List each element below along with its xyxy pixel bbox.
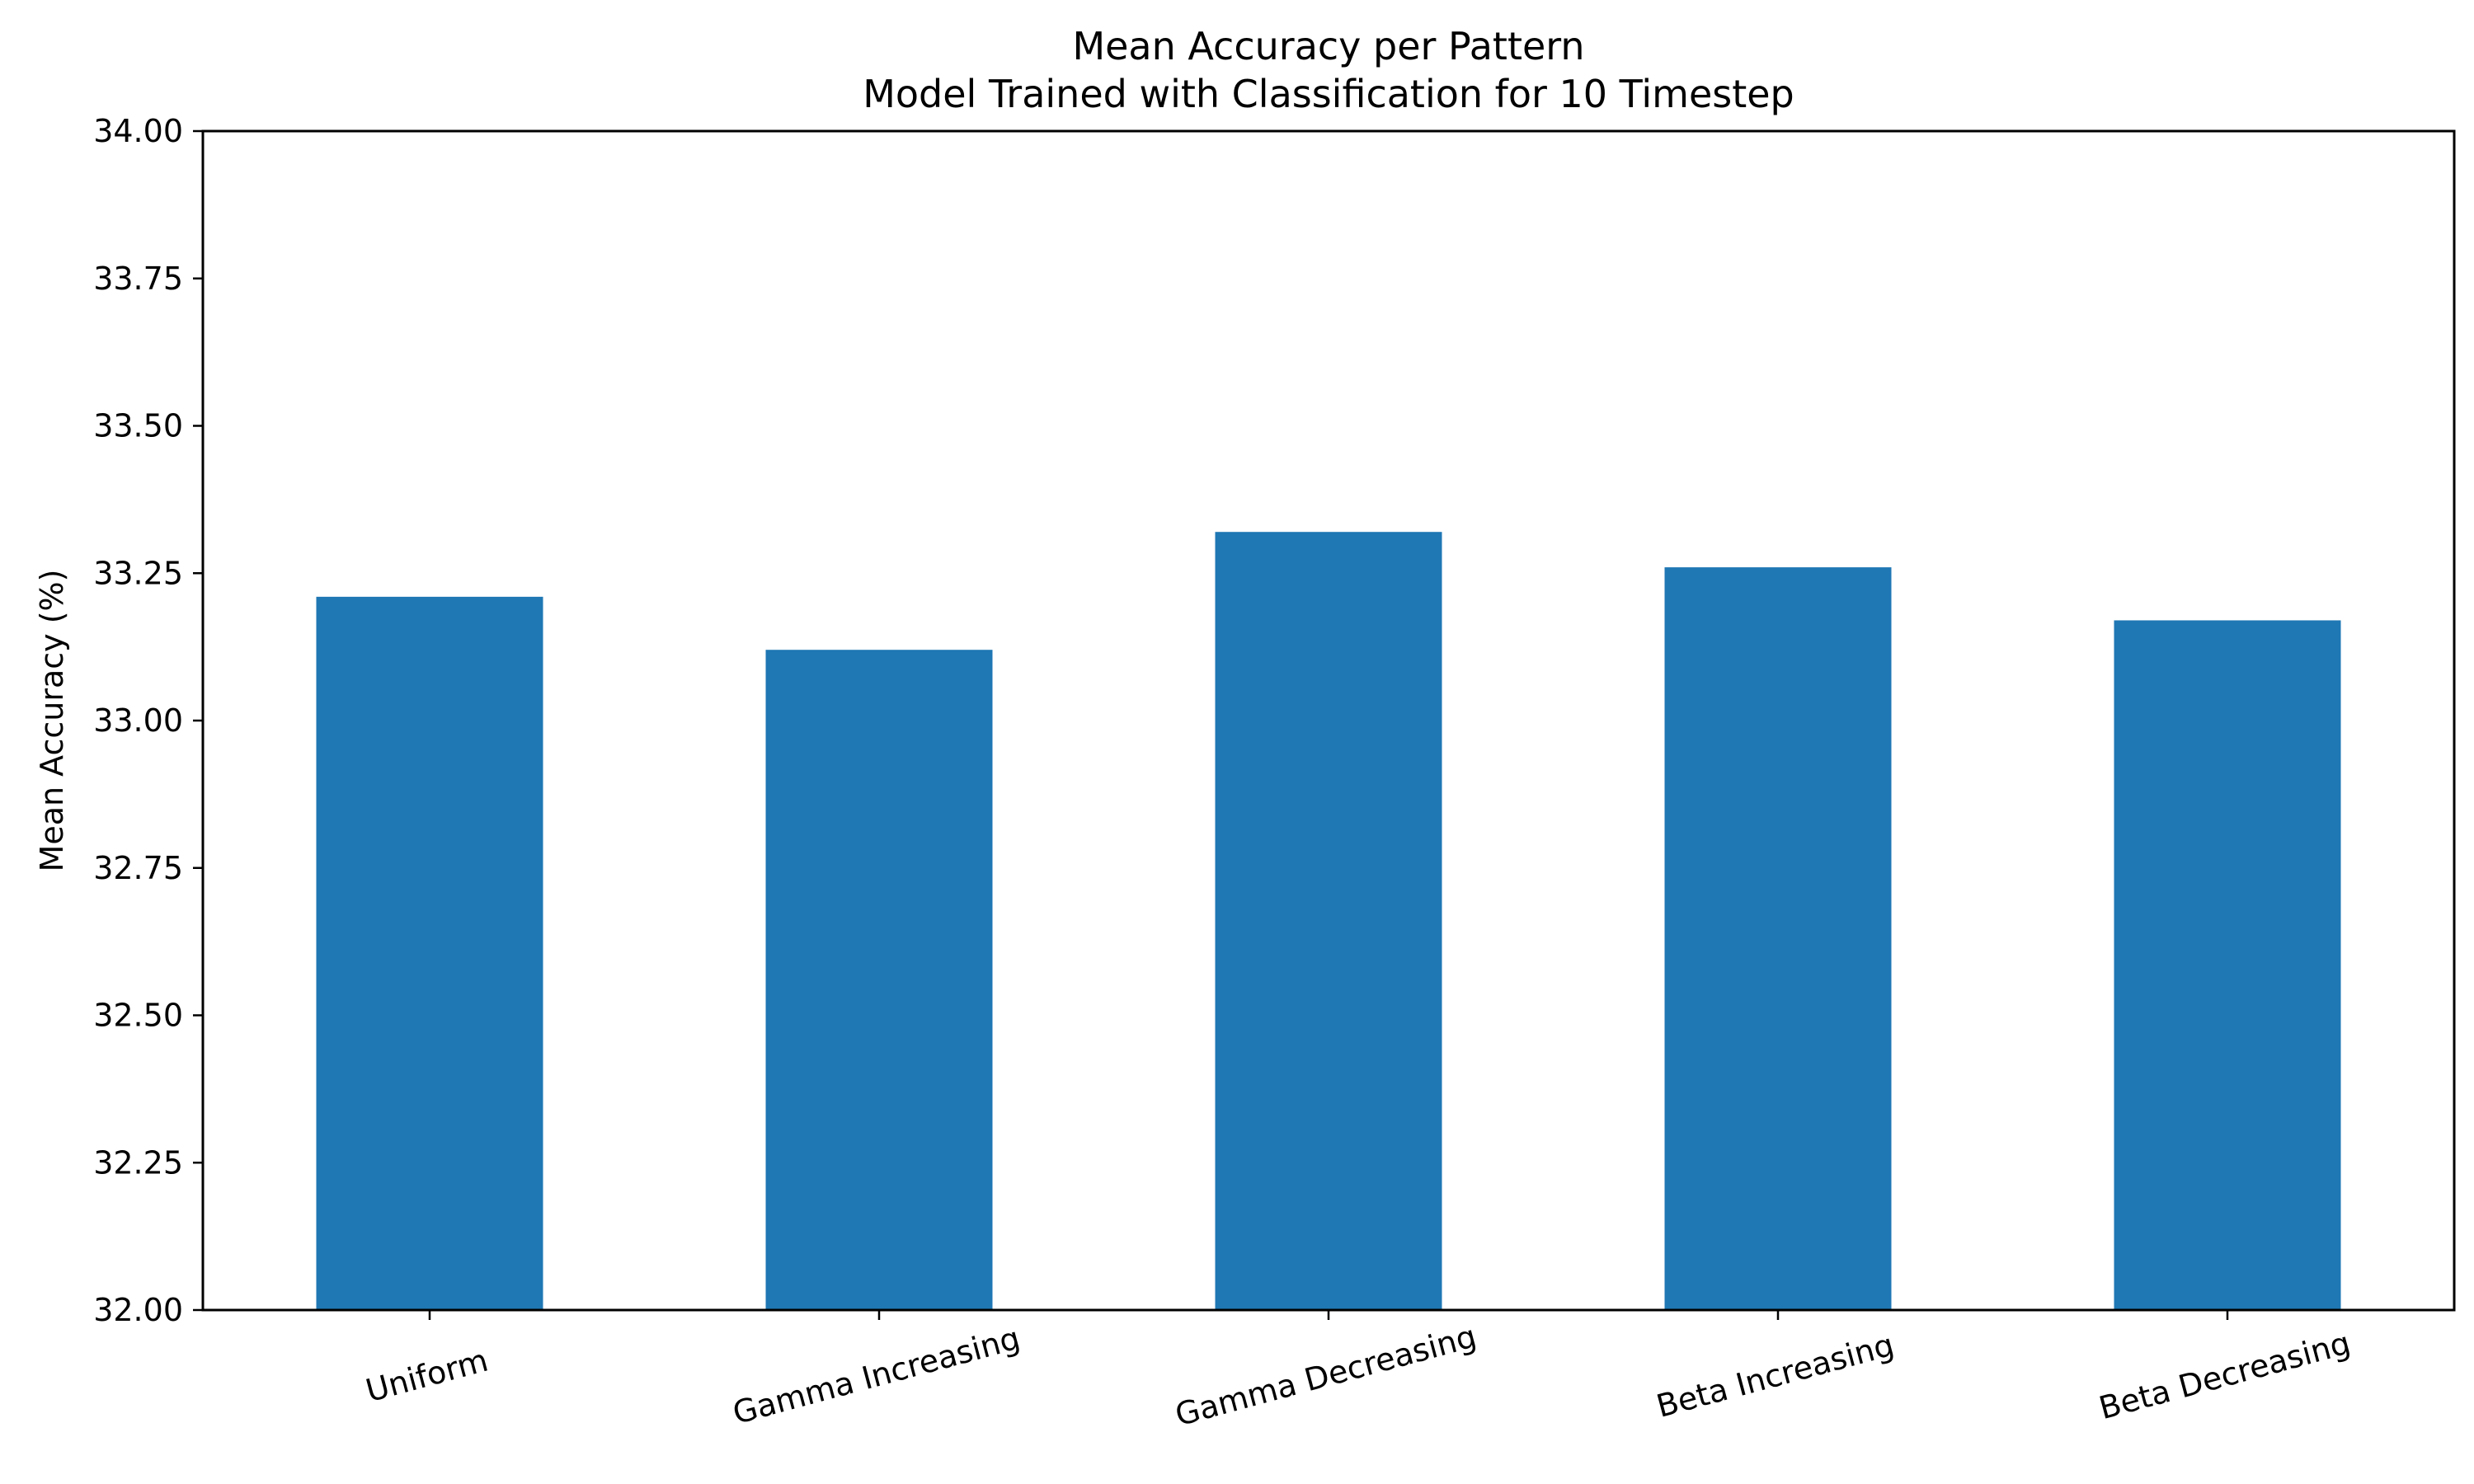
- bar-beta-increasing: [1664, 567, 1892, 1310]
- chart-title: Mean Accuracy per Pattern: [1072, 24, 1584, 68]
- y-tick-label: 33.25: [93, 555, 183, 591]
- bar-gamma-increasing: [765, 650, 993, 1310]
- y-tick-label: 33.50: [93, 408, 183, 444]
- y-axis: 32.00 32.25 32.50 32.75 33.00 33.25 33.50 33.75…: [93, 113, 203, 1328]
- plot-frame: [201, 129, 2456, 1312]
- y-tick-label: 33.75: [93, 261, 183, 297]
- y-tick-label: 32.25: [93, 1144, 183, 1181]
- bar-gamma-decreasing: [1215, 532, 1442, 1310]
- chart-subtitle: Model Trained with Classification for 10…: [863, 72, 1794, 116]
- y-tick-label: 32.00: [93, 1292, 183, 1328]
- y-tick-label: 34.00: [93, 113, 183, 149]
- bar-beta-decreasing: [2114, 620, 2341, 1310]
- y-axis-label: Mean Accuracy (%): [34, 570, 70, 872]
- y-tick-label: 32.75: [93, 850, 183, 886]
- y-tick-label: 32.50: [93, 998, 183, 1034]
- y-tick-label: 33.00: [93, 702, 183, 739]
- bar-uniform: [316, 596, 543, 1310]
- bars-group: [316, 532, 2341, 1310]
